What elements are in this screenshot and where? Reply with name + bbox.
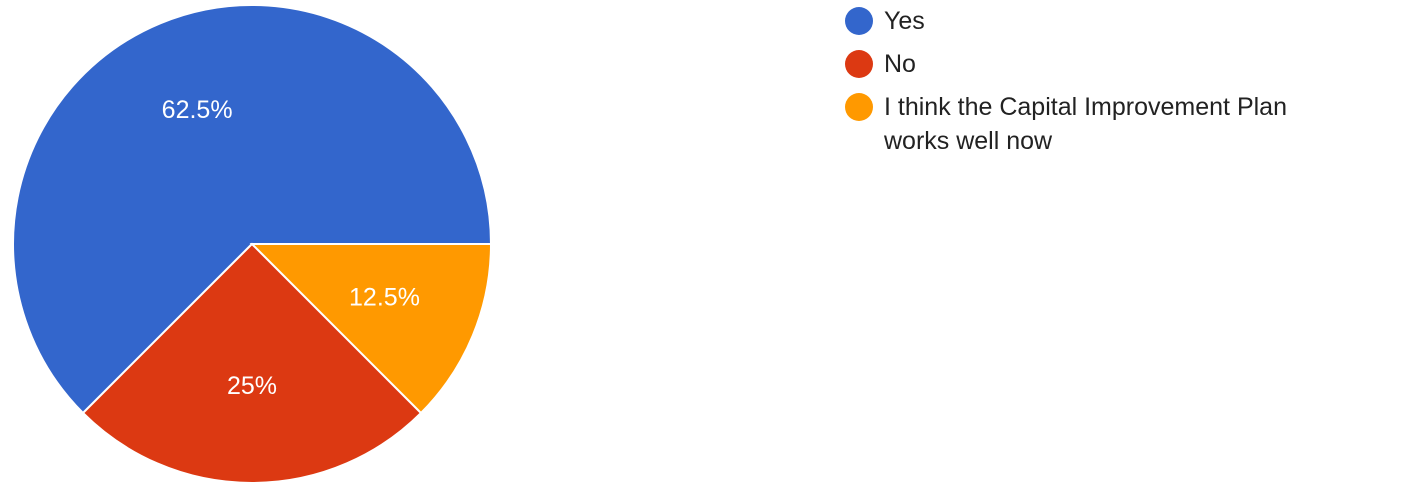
legend-item-no[interactable]: No — [845, 47, 1415, 81]
legend-item-yes[interactable]: Yes — [845, 4, 1415, 38]
legend-swatch-yes — [845, 7, 873, 35]
pie-slice-yes[interactable] — [12, 4, 493, 415]
pie-slice-works-well[interactable] — [249, 243, 493, 415]
slice-label-works-well: 12.5% — [349, 283, 420, 311]
legend-label-yes: Yes — [884, 7, 925, 35]
pie-slice-no[interactable] — [81, 242, 423, 485]
legend-swatch-works-well — [845, 93, 873, 121]
legend: Yes No I think the Capital Improvement P… — [845, 4, 1415, 167]
slice-label-yes: 62.5% — [162, 96, 233, 124]
slice-label-no: 25% — [227, 372, 277, 400]
legend-label-works-well: I think the Capital Improvement Plan wor… — [884, 93, 1287, 155]
pie-chart: 62.5% 25% 12.5% — [12, 4, 493, 485]
legend-label-no: No — [884, 50, 916, 78]
legend-item-works-well[interactable]: I think the Capital Improvement Plan wor… — [845, 90, 1415, 158]
legend-swatch-no — [845, 50, 873, 78]
